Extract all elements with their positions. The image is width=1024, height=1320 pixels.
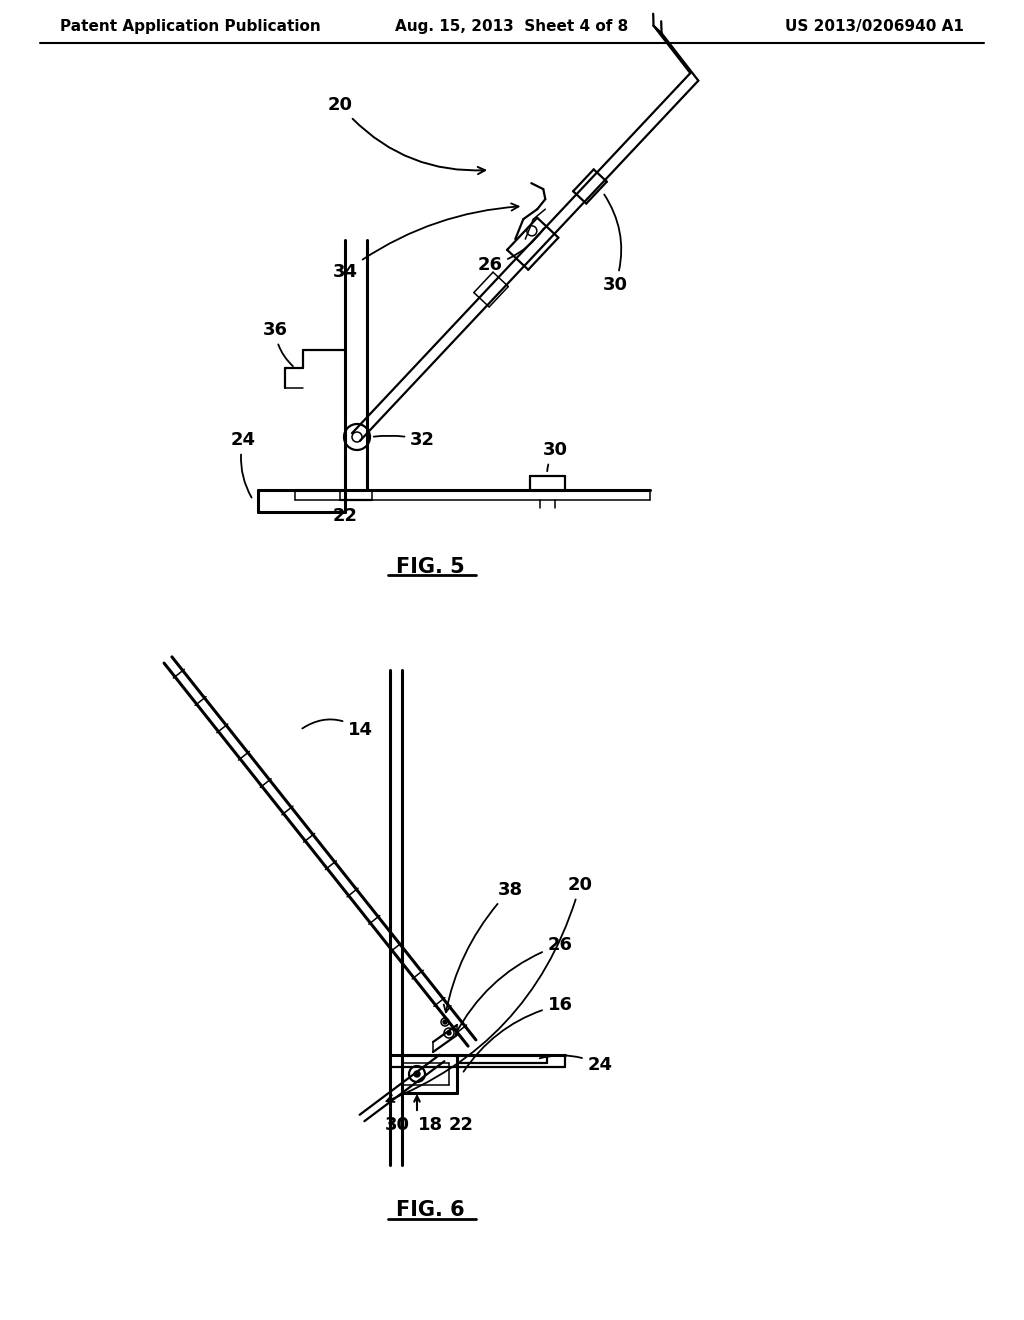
- Text: 34: 34: [333, 203, 518, 281]
- Text: 30: 30: [543, 441, 567, 471]
- Text: 22: 22: [449, 1115, 473, 1134]
- Circle shape: [443, 1020, 447, 1024]
- Text: 30: 30: [384, 1115, 410, 1134]
- Text: Patent Application Publication: Patent Application Publication: [60, 20, 321, 34]
- Text: 20: 20: [328, 96, 485, 174]
- Text: FIG. 6: FIG. 6: [395, 1200, 464, 1220]
- Text: FIG. 5: FIG. 5: [395, 557, 464, 577]
- Circle shape: [447, 1031, 451, 1035]
- Text: 36: 36: [262, 321, 293, 366]
- Text: 24: 24: [540, 1056, 612, 1074]
- Text: US 2013/0206940 A1: US 2013/0206940 A1: [785, 20, 964, 34]
- Text: 14: 14: [302, 719, 373, 739]
- Text: 38: 38: [443, 880, 522, 1012]
- Text: 16: 16: [464, 997, 572, 1072]
- Text: 26: 26: [477, 228, 544, 275]
- Text: 20: 20: [386, 876, 593, 1102]
- Text: 30: 30: [602, 194, 628, 294]
- Text: Aug. 15, 2013  Sheet 4 of 8: Aug. 15, 2013 Sheet 4 of 8: [395, 20, 629, 34]
- Text: 26: 26: [456, 936, 572, 1035]
- Text: 24: 24: [230, 432, 256, 498]
- Text: 22: 22: [333, 507, 357, 525]
- Circle shape: [414, 1071, 420, 1077]
- Text: 32: 32: [374, 432, 435, 449]
- Text: 18: 18: [419, 1115, 443, 1134]
